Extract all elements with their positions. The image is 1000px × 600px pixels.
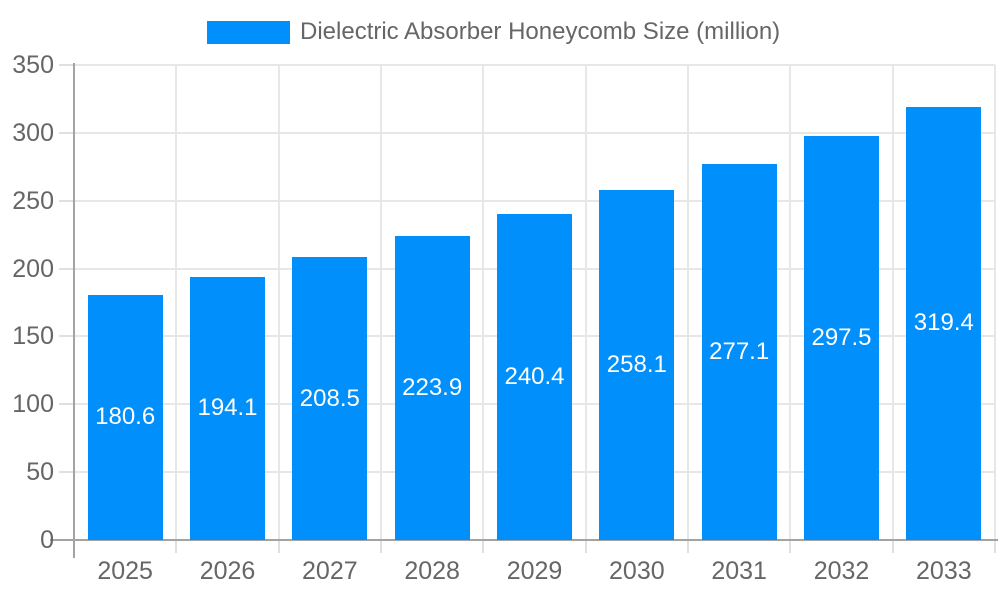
bar-value-label: 319.4 (913, 309, 974, 337)
x-tick (584, 540, 587, 553)
x-axis-label: 2026 (199, 557, 256, 585)
h-gridline (74, 64, 995, 66)
x-axis-line (73, 539, 998, 541)
bar-value-label: 223.9 (402, 374, 463, 402)
y-axis-label: 0 (40, 526, 54, 554)
y-axis-label: 50 (26, 458, 54, 487)
y-tick (59, 335, 74, 338)
bar (394, 236, 470, 540)
x-tick (891, 540, 894, 553)
y-tick (59, 403, 74, 406)
bar (497, 213, 572, 540)
legend-label: Dielectric Absorber Honeycomb Size (mill… (300, 18, 781, 45)
bar-value-label: 277.1 (709, 337, 770, 365)
v-gridline (175, 65, 178, 540)
y-tick (59, 64, 74, 66)
x-tick (175, 540, 178, 553)
x-axis-label: 2028 (404, 557, 460, 585)
x-tick (687, 540, 689, 553)
v-gridline (891, 65, 894, 540)
y-tick (59, 199, 74, 202)
x-tick (789, 540, 792, 553)
bar (906, 106, 982, 540)
y-axis-label: 300 (12, 118, 54, 147)
y-tick (50, 539, 74, 541)
x-axis-label: 2031 (711, 557, 767, 585)
y-axis-label: 100 (12, 390, 54, 419)
bar (804, 136, 879, 540)
x-tick (277, 540, 280, 553)
bar (87, 294, 163, 540)
x-axis-label: 2033 (916, 557, 972, 585)
y-axis-label: 200 (12, 254, 54, 283)
v-gridline (584, 65, 587, 540)
bar (701, 163, 777, 540)
x-tick (482, 540, 485, 553)
x-axis-label: 2027 (302, 557, 358, 585)
legend[interactable]: Dielectric Absorber Honeycomb Size (mill… (207, 20, 780, 44)
v-gridline (277, 65, 280, 540)
y-axis-line (73, 63, 75, 558)
y-axis-label: 150 (12, 322, 54, 351)
bar-value-label: 258.1 (606, 350, 667, 378)
legend-swatch (207, 20, 290, 44)
v-gridline (380, 65, 382, 540)
x-axis-label: 2030 (609, 557, 665, 585)
h-gridline (74, 199, 995, 202)
x-axis-label: 2032 (813, 557, 870, 585)
v-gridline (789, 65, 792, 540)
bar (190, 276, 265, 540)
v-gridline (687, 65, 689, 540)
x-tick (380, 540, 382, 553)
bar-value-label: 180.6 (95, 403, 156, 431)
v-gridline (482, 65, 485, 540)
y-tick (59, 267, 74, 270)
y-axis-label: 250 (12, 186, 54, 215)
h-gridline (74, 131, 995, 134)
y-tick (59, 471, 74, 474)
x-axis-label: 2029 (506, 557, 563, 585)
bar-value-label: 194.1 (197, 394, 258, 422)
v-gridline (994, 65, 996, 540)
bar-value-label: 208.5 (299, 384, 360, 412)
bar-value-label: 240.4 (504, 362, 565, 390)
x-tick (994, 540, 996, 553)
x-axis-label: 2025 (97, 557, 153, 585)
bar-value-label: 297.5 (811, 324, 872, 352)
bar (599, 189, 675, 540)
bar (292, 257, 368, 540)
y-axis-label: 350 (12, 51, 54, 79)
y-tick (59, 131, 74, 134)
